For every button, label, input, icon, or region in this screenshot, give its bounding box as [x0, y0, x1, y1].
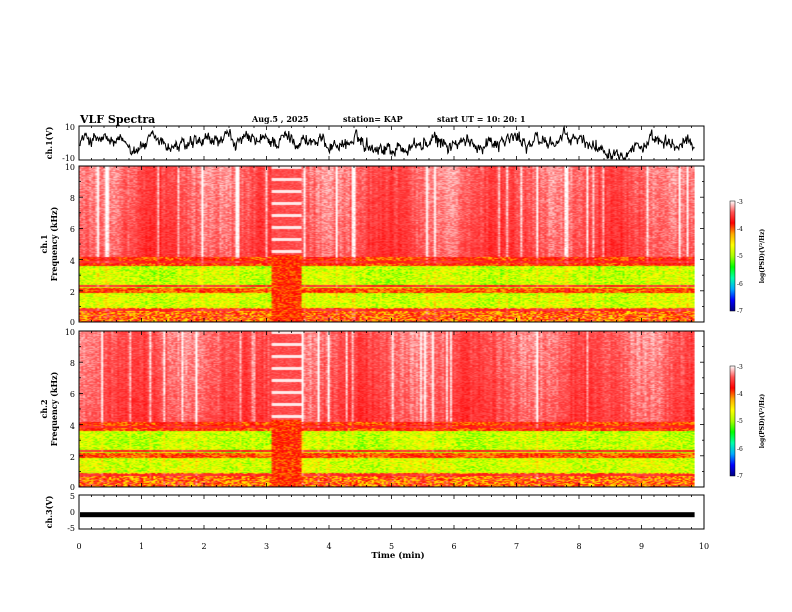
cb1-tick-minus5: -5	[737, 253, 743, 260]
xtick-label-2: 2	[201, 542, 206, 551]
xtick-label-0: 0	[76, 542, 81, 551]
cb2-tick-minus6: -6	[737, 446, 743, 453]
header-station: station= KAP	[343, 114, 403, 124]
x-axis-tick-labels: 0 1 2 3 4 5 6 7 8 9 10	[76, 542, 709, 551]
cb1-tick-minus3: -3	[737, 199, 743, 206]
ch1-ytick-2: 2	[70, 288, 75, 297]
xtick-label-1: 1	[139, 542, 144, 551]
xtick-label-7: 7	[514, 542, 519, 551]
cb1-tick-minus6: -6	[737, 281, 743, 288]
ch2-ytick-6: 6	[70, 390, 75, 399]
ch2-channel-label: ch.2	[39, 399, 49, 418]
ch1-spectrogram-panel: 10 8 6 4 2 0 ch.1 Frequency (kHz)	[39, 163, 705, 327]
ch1-frequency-ylabel: Frequency (kHz)	[49, 206, 59, 281]
ch1-ytick-4: 4	[70, 257, 75, 266]
ch1-ylabel: ch.1(V)	[44, 126, 54, 159]
cb2-tick-minus5: -5	[737, 418, 743, 425]
ch1-ytick-0: 0	[70, 318, 75, 327]
chart-title: VLF Spectra	[79, 113, 155, 126]
colorbar-ch2-label: log(PSD)(V²/Hz)	[759, 394, 766, 449]
ch3-waveform-panel: 5 0 -5 ch.3(V)	[44, 492, 705, 533]
ch1-ytick-10: 10	[65, 163, 75, 172]
x-axis-ticks	[78, 126, 705, 529]
colorbar-ch2-gradient	[729, 365, 736, 477]
ch3-ytick-minus5: -5	[67, 524, 75, 533]
ch1-ytick-8: 8	[70, 194, 75, 203]
xtick-label-3: 3	[264, 542, 269, 551]
ch3-waveform-line	[80, 512, 695, 518]
ch2-spectrogram-image	[79, 331, 695, 487]
cb2-tick-minus3: -3	[737, 364, 743, 371]
ch2-ytick-0: 0	[70, 483, 75, 492]
ch1-waveform-panel: 10 -10 ch.1(V)	[44, 123, 705, 163]
xtick-label-5: 5	[389, 542, 394, 551]
colorbar-ch1-label: log(PSD)(V²/Hz)	[759, 229, 766, 284]
ch2-ytick-8: 8	[70, 359, 75, 368]
ch1-waveform-line	[79, 124, 695, 161]
xtick-label-10: 10	[699, 542, 709, 551]
ch2-frequency-ylabel: Frequency (kHz)	[49, 371, 59, 446]
xtick-label-9: 9	[639, 542, 644, 551]
cb1-tick-minus4: -4	[737, 226, 743, 233]
cb1-tick-minus7: -7	[737, 308, 743, 315]
ch2-ytick-10: 10	[65, 328, 75, 337]
colorbar-ch1: -3 -4 -5 -6 -7 log(PSD)(V²/Hz)	[729, 199, 766, 315]
ch1-ytick-6: 6	[70, 225, 75, 234]
ch1-channel-label: ch.1	[39, 234, 49, 253]
ch2-ytick-2: 2	[70, 453, 75, 462]
cb2-tick-minus4: -4	[737, 391, 743, 398]
cb2-tick-minus7: -7	[737, 473, 743, 480]
colorbar-ch2: -3 -4 -5 -6 -7 log(PSD)(V²/Hz)	[729, 364, 766, 480]
header-date: Aug.5 , 2025	[251, 114, 309, 124]
ch2-spectrogram-panel: 10 8 6 4 2 0 ch.2 Frequency (kHz)	[39, 328, 705, 492]
ch3-waveform-frame	[78, 494, 705, 530]
ch1-ytick-bottom: -10	[62, 154, 75, 163]
xtick-label-4: 4	[326, 542, 331, 551]
xtick-label-6: 6	[451, 542, 456, 551]
ch3-ylabel: ch.3(V)	[44, 495, 54, 528]
x-axis-label: Time (min)	[371, 550, 424, 561]
ch3-ytick-0: 0	[70, 508, 75, 517]
xtick-label-8: 8	[576, 542, 581, 551]
ch1-spectrogram-image	[79, 166, 695, 322]
ch3-ytick-5: 5	[70, 492, 75, 501]
ch1-ytick-top: 10	[65, 123, 75, 132]
ch2-ytick-4: 4	[70, 422, 75, 431]
colorbar-ch1-gradient	[729, 200, 736, 312]
header-start-time: start UT = 10: 20: 1	[437, 114, 526, 124]
